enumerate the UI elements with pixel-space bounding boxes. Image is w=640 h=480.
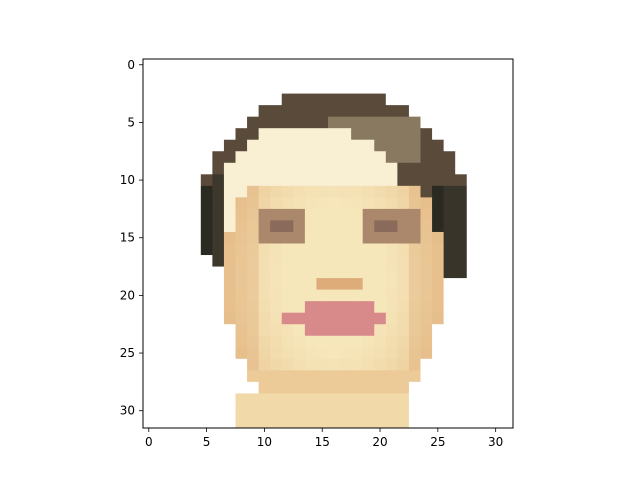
y-tick-label: 10 — [120, 173, 135, 187]
x-tick-label: 15 — [315, 435, 330, 449]
image-axes: 0 5 10 15 20 25 30 0 5 10 15 20 25 30 — [120, 58, 514, 449]
x-tick-label: 20 — [372, 435, 387, 449]
y-tick-label: 20 — [120, 288, 135, 302]
x-tick-label: 25 — [430, 435, 445, 449]
y-tick-label: 5 — [127, 115, 135, 129]
x-tick-label: 30 — [488, 435, 503, 449]
y-tick-label: 25 — [120, 346, 135, 360]
x-tick-label: 0 — [145, 435, 153, 449]
y-axis: 0 5 10 15 20 25 30 — [120, 58, 143, 418]
y-tick-label: 30 — [120, 404, 135, 418]
y-tick-label: 15 — [120, 231, 135, 245]
axes-frame — [142, 58, 514, 429]
x-tick-label: 10 — [257, 435, 272, 449]
face-image — [143, 59, 513, 428]
y-tick-label: 0 — [127, 58, 135, 72]
x-axis: 0 5 10 15 20 25 30 — [145, 428, 503, 449]
x-tick-label: 5 — [203, 435, 211, 449]
